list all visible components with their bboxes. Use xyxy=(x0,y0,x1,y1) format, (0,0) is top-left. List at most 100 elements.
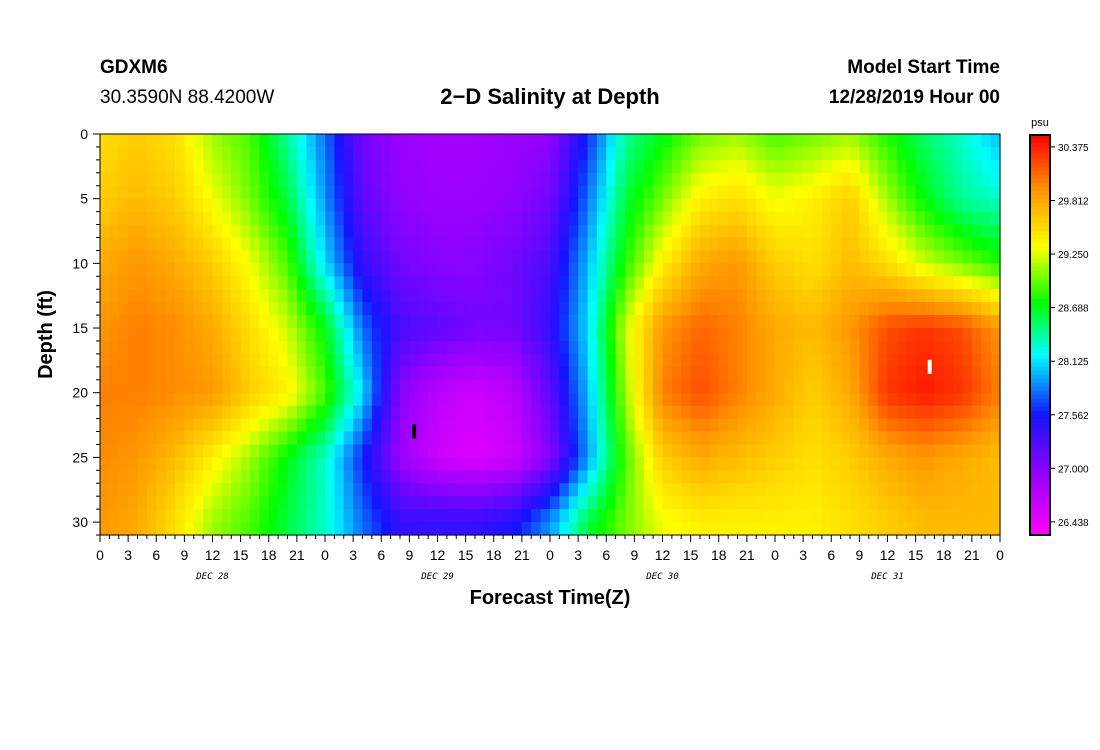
heatmap-cell xyxy=(625,250,635,264)
heatmap-cell xyxy=(568,509,579,523)
heatmap-cell xyxy=(268,405,279,420)
heatmap-cell xyxy=(231,276,242,290)
heatmap-cell xyxy=(418,198,429,213)
heatmap-cell xyxy=(943,522,954,536)
heatmap-cell xyxy=(128,263,139,277)
colorbar-segment xyxy=(1030,319,1050,324)
heatmap-cell xyxy=(184,340,195,355)
heatmap-cell xyxy=(587,340,598,355)
heatmap-cell xyxy=(625,237,635,252)
heatmap-cell xyxy=(296,444,307,458)
heatmap-cell xyxy=(868,224,879,239)
heatmap-cell xyxy=(971,250,982,264)
heatmap-cell xyxy=(503,185,514,200)
heatmap-cell xyxy=(109,146,120,161)
heatmap-cell xyxy=(250,172,260,187)
heatmap-cell xyxy=(906,211,917,226)
heatmap-cell xyxy=(193,146,204,161)
x-tick-label: 18 xyxy=(261,547,277,563)
heatmap-cell xyxy=(643,211,654,226)
heatmap-cell xyxy=(475,198,485,213)
heatmap-cell xyxy=(915,405,926,420)
heatmap-cell xyxy=(306,418,317,433)
heatmap-cell xyxy=(793,185,804,200)
heatmap-cell xyxy=(428,134,439,148)
heatmap-cell xyxy=(606,328,617,342)
heatmap-cell xyxy=(418,522,429,536)
heatmap-cell xyxy=(925,185,935,200)
heatmap-cell xyxy=(371,483,382,497)
heatmap-cell xyxy=(887,328,898,342)
heatmap-cell xyxy=(325,457,335,471)
heatmap-cell xyxy=(428,211,439,226)
heatmap-cell xyxy=(784,483,795,497)
heatmap-cell xyxy=(812,366,823,381)
heatmap-cell xyxy=(334,146,345,161)
heatmap-cell xyxy=(521,431,532,446)
heatmap-cell xyxy=(943,159,954,174)
heatmap-cell xyxy=(981,392,992,407)
x-tick-label: 18 xyxy=(936,547,952,563)
heatmap-cell xyxy=(850,289,860,303)
heatmap-cell xyxy=(137,302,148,316)
heatmap-cell xyxy=(428,483,439,497)
heatmap-cell xyxy=(118,444,129,458)
heatmap-cell xyxy=(437,198,448,213)
heatmap-cell xyxy=(887,315,898,329)
heatmap-cell xyxy=(278,198,289,213)
heatmap-cell xyxy=(353,353,364,368)
heatmap-cell xyxy=(878,392,889,407)
heatmap-cell xyxy=(625,483,635,497)
heatmap-cell xyxy=(915,431,926,446)
heatmap-cell xyxy=(428,198,439,213)
heatmap-cell xyxy=(334,224,345,239)
heatmap-cell xyxy=(850,224,860,239)
heatmap-cell xyxy=(709,263,720,277)
heatmap-cell xyxy=(465,496,476,510)
heatmap-cell xyxy=(306,224,317,239)
heatmap-cell xyxy=(878,457,889,471)
heatmap-cell xyxy=(840,237,851,252)
heatmap-cell xyxy=(437,496,448,510)
heatmap-cell xyxy=(203,289,214,303)
heatmap-cell xyxy=(765,444,776,458)
heatmap-cell xyxy=(418,483,429,497)
heatmap-cell xyxy=(915,302,926,316)
heatmap-cell xyxy=(165,483,176,497)
heatmap-cell xyxy=(100,340,110,355)
heatmap-cell xyxy=(475,263,485,277)
heatmap-cell xyxy=(259,146,270,161)
heatmap-cell xyxy=(850,522,860,536)
heatmap-cell xyxy=(503,509,514,523)
heatmap-cell xyxy=(821,134,832,148)
heatmap-cell xyxy=(840,405,851,420)
heatmap-cell xyxy=(765,509,776,523)
heatmap-cell xyxy=(184,444,195,458)
heatmap-cell xyxy=(343,276,354,290)
heatmap-cell xyxy=(100,134,110,148)
heatmap-cell xyxy=(709,522,720,536)
heatmap-cell xyxy=(887,198,898,213)
heatmap-cell xyxy=(671,198,682,213)
heatmap-cell xyxy=(550,353,560,368)
heatmap-cell xyxy=(596,392,607,407)
heatmap-cell xyxy=(925,379,935,394)
heatmap-cell xyxy=(765,289,776,303)
colorbar-segment xyxy=(1030,295,1050,300)
heatmap-cell xyxy=(128,159,139,174)
heatmap-cell xyxy=(306,146,317,161)
heatmap-cell xyxy=(250,470,260,484)
heatmap-cell xyxy=(784,224,795,239)
heatmap-cell xyxy=(409,470,420,484)
heatmap-cell xyxy=(550,224,560,239)
heatmap-cell xyxy=(662,276,673,290)
heatmap-cell xyxy=(700,289,710,303)
heatmap-cell xyxy=(268,211,279,226)
heatmap-cell xyxy=(896,392,907,407)
heatmap-cell xyxy=(775,379,785,394)
heatmap-cell xyxy=(775,159,785,174)
heatmap-cell xyxy=(962,198,973,213)
heatmap-cell xyxy=(671,134,682,148)
heatmap-cell xyxy=(746,457,757,471)
heatmap-cell xyxy=(371,340,382,355)
